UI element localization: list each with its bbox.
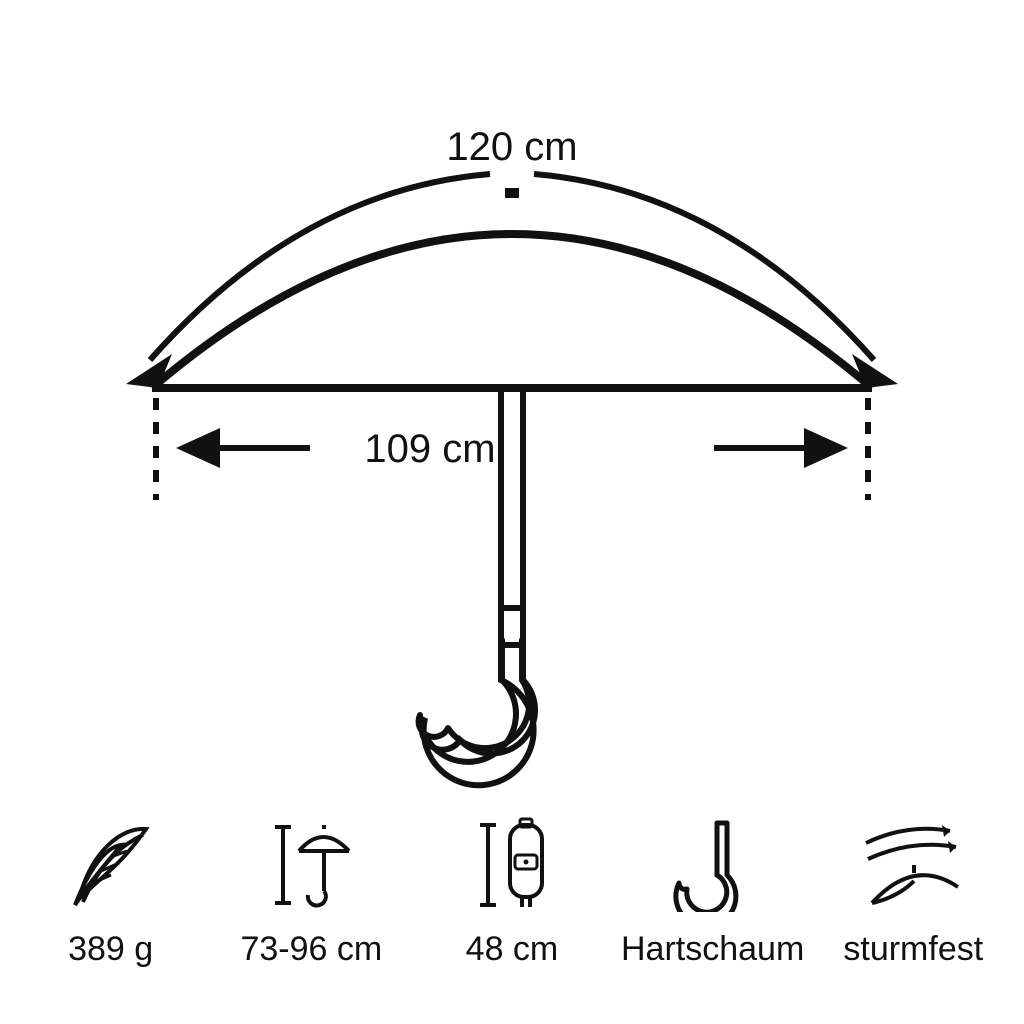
diameter-label: 109 cm xyxy=(364,427,495,471)
feature-folded-label: 48 cm xyxy=(466,930,559,969)
feature-folded: 48 cm xyxy=(422,817,602,969)
feature-handle: Hartschaum xyxy=(623,817,803,969)
feature-handle-label: Hartschaum xyxy=(621,930,804,969)
feature-length: 73-96 cm xyxy=(221,817,401,969)
feature-length-label: 73-96 cm xyxy=(240,930,382,969)
feature-row: 389 g 73-96 cm xyxy=(0,817,1024,969)
umbrella-diagram: 120 cm 109 cm xyxy=(0,0,1024,800)
arc-span-label: 120 cm xyxy=(446,125,577,169)
height-umbrella-icon xyxy=(261,817,361,912)
width-arrow-right xyxy=(714,428,848,468)
umbrella-tip xyxy=(505,188,519,198)
feature-weight: 389 g xyxy=(21,817,201,969)
umbrella-shaft xyxy=(501,388,523,645)
feature-stormproof: sturmfest xyxy=(823,817,1003,969)
feather-icon xyxy=(61,817,161,912)
umbrella-spec-infographic: 120 cm 109 cm xyxy=(0,0,1024,1024)
wind-canopy-icon xyxy=(858,817,968,912)
feature-stormproof-label: sturmfest xyxy=(843,930,983,969)
width-arrow-left xyxy=(176,428,310,468)
feature-weight-label: 389 g xyxy=(68,930,153,969)
folded-umbrella-icon xyxy=(462,817,562,912)
hook-handle-icon xyxy=(673,817,753,912)
